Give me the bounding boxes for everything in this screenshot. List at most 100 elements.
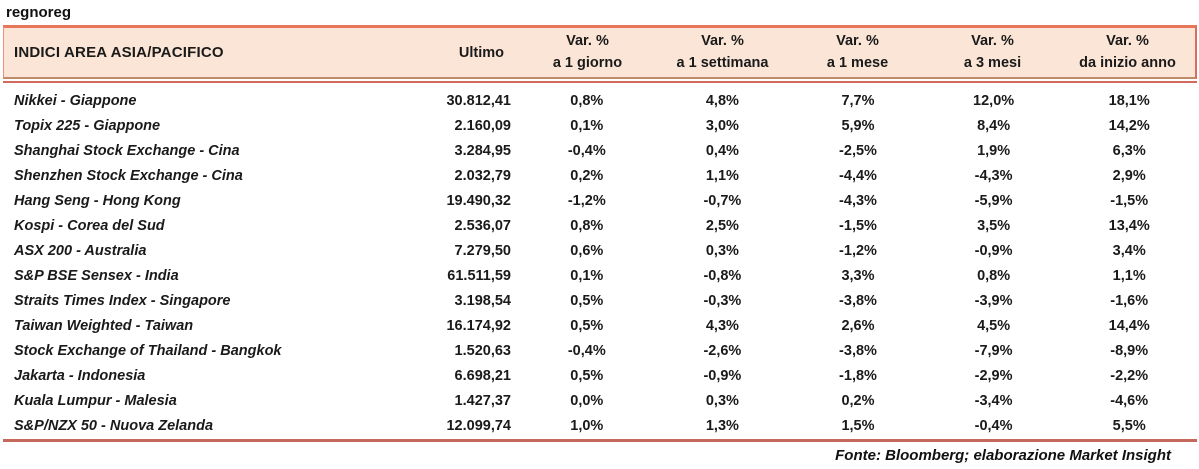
table-row: Topix 225 - Giappone 2.160,09 0,1% 3,0% …	[3, 113, 1197, 138]
table-row: Taiwan Weighted - Taiwan 16.174,92 0,5% …	[3, 313, 1197, 338]
index-last-value: 30.812,41	[446, 92, 511, 109]
var-1-week: 3,0%	[705, 117, 739, 134]
table-row: Shanghai Stock Exchange - Cina 3.284,95 …	[3, 138, 1197, 163]
var-1-month: 1,5%	[841, 417, 875, 434]
column-header-var-1-settimana: Var. % a 1 settimana	[676, 33, 769, 71]
index-name: Hang Seng - Hong Kong	[14, 192, 181, 209]
column-header-var-3-mesi: Var. % a 3 mesi	[963, 33, 1022, 71]
index-name: Kuala Lumpur - Malesia	[14, 392, 177, 409]
var-3-months: -2,9%	[974, 367, 1013, 384]
var-1-day: 0,1%	[570, 117, 604, 134]
var-1-week: 2,5%	[705, 217, 739, 234]
table-row: Jakarta - Indonesia 6.698,21 0,5% -0,9% …	[3, 363, 1197, 388]
var-1-day: -0,4%	[567, 142, 606, 159]
var-1-week: 0,3%	[705, 392, 739, 409]
table-row: ASX 200 - Australia 7.279,50 0,6% 0,3% -…	[3, 238, 1197, 263]
var-3-months: 12,0%	[973, 92, 1015, 109]
var-1-week: 4,3%	[705, 317, 739, 334]
var-1-month: 7,7%	[841, 92, 875, 109]
table-row: Straits Times Index - Singapore 3.198,54…	[3, 288, 1197, 313]
var-1-week: 1,1%	[705, 167, 739, 184]
index-name: Shanghai Stock Exchange - Cina	[14, 142, 240, 159]
var-1-month: -1,2%	[839, 242, 877, 259]
var-1-week: 4,8%	[705, 92, 739, 109]
page-title: regnoreg	[6, 4, 72, 21]
column-header-var-1-mese: Var. % a 1 mese	[826, 33, 889, 71]
table-row: Shenzhen Stock Exchange - Cina 2.032,79 …	[3, 163, 1197, 188]
var-1-month: -3,8%	[839, 292, 877, 309]
var-1-month: -1,5%	[839, 217, 877, 234]
var-1-week: 1,3%	[705, 417, 739, 434]
index-last-value: 3.198,54	[454, 292, 511, 309]
index-last-value: 3.284,95	[454, 142, 511, 159]
index-last-value: 7.279,50	[454, 242, 511, 259]
index-name: S&P/NZX 50 - Nuova Zelanda	[14, 417, 214, 434]
index-last-value: 6.698,21	[454, 367, 511, 384]
index-last-value: 1.427,37	[454, 392, 511, 409]
table-header-row: INDICI AREA ASIA/PACIFICO Ultimo Var. % …	[4, 28, 1195, 77]
index-name: S&P BSE Sensex - India	[14, 267, 179, 284]
var-1-day: 0,8%	[570, 92, 604, 109]
var-3-months: -0,9%	[974, 242, 1013, 259]
var-ytd: 14,2%	[1108, 117, 1150, 134]
var-1-day: 0,1%	[570, 267, 604, 284]
var-ytd: 18,1%	[1108, 92, 1150, 109]
index-name: Jakarta - Indonesia	[14, 367, 146, 384]
var-ytd: -1,6%	[1110, 292, 1149, 309]
var-3-months: -7,9%	[974, 342, 1013, 359]
var-3-months: -0,4%	[974, 417, 1013, 434]
var-1-day: 0,0%	[570, 392, 604, 409]
var-ytd: -1,5%	[1110, 192, 1149, 209]
var-ytd: 3,4%	[1112, 242, 1146, 259]
var-1-month: -3,8%	[839, 342, 877, 359]
index-name: Straits Times Index - Singapore	[14, 292, 231, 309]
var-1-day: 0,5%	[570, 367, 604, 384]
var-1-day: -1,2%	[567, 192, 606, 209]
column-header-var-1-giorno: Var. % a 1 giorno	[552, 33, 623, 71]
var-1-day: 1,0%	[570, 417, 604, 434]
var-1-day: 0,5%	[570, 317, 604, 334]
var-1-month: 2,6%	[841, 317, 875, 334]
index-name: Kospi - Corea del Sud	[14, 217, 165, 234]
var-3-months: -4,3%	[974, 167, 1013, 184]
index-name: Stock Exchange of Thailand - Bangkok	[14, 342, 282, 359]
var-1-week: 0,4%	[705, 142, 739, 159]
table-row: Kospi - Corea del Sud 2.536,07 0,8% 2,5%…	[3, 213, 1197, 238]
index-last-value: 2.536,07	[454, 217, 511, 234]
var-3-months: -5,9%	[974, 192, 1013, 209]
var-ytd: -2,2%	[1110, 367, 1149, 384]
table-row: S&P BSE Sensex - India 61.511,59 0,1% -0…	[3, 263, 1197, 288]
index-name: Shenzhen Stock Exchange - Cina	[14, 167, 243, 184]
var-1-day: 0,2%	[570, 167, 604, 184]
var-1-month: -4,3%	[839, 192, 877, 209]
table-row: S&P/NZX 50 - Nuova Zelanda 12.099,74 1,0…	[3, 413, 1197, 438]
var-1-week: -0,9%	[703, 367, 742, 384]
var-1-day: 0,8%	[570, 217, 604, 234]
var-1-month: 0,2%	[841, 392, 875, 409]
var-1-day: 0,5%	[570, 292, 604, 309]
table-row: Stock Exchange of Thailand - Bangkok 1.5…	[3, 338, 1197, 363]
var-1-month: -1,8%	[839, 367, 877, 384]
index-last-value: 2.032,79	[454, 167, 511, 184]
var-1-week: 0,3%	[705, 242, 739, 259]
var-ytd: 13,4%	[1108, 217, 1150, 234]
column-header-ultimo: Ultimo	[458, 44, 504, 61]
column-header-var-inizio-anno: Var. % da inizio anno	[1079, 33, 1176, 71]
var-ytd: 6,3%	[1112, 142, 1146, 159]
index-last-value: 1.520,63	[454, 342, 511, 359]
source-note: Fonte: Bloomberg; elaborazione Market In…	[835, 447, 1171, 464]
var-1-week: -0,7%	[703, 192, 742, 209]
table-bottom-rule	[3, 439, 1197, 442]
var-1-week: -2,6%	[703, 342, 742, 359]
var-3-months: 8,4%	[977, 117, 1011, 134]
var-1-month: 5,9%	[841, 117, 875, 134]
var-1-week: -0,3%	[703, 292, 742, 309]
var-3-months: 1,9%	[977, 142, 1011, 159]
var-1-week: -0,8%	[703, 267, 742, 284]
var-3-months: 0,8%	[977, 267, 1011, 284]
index-name: Nikkei - Giappone	[14, 92, 137, 109]
index-last-value: 19.490,32	[446, 192, 511, 209]
index-name: ASX 200 - Australia	[14, 242, 147, 259]
var-ytd: 1,1%	[1112, 267, 1146, 284]
